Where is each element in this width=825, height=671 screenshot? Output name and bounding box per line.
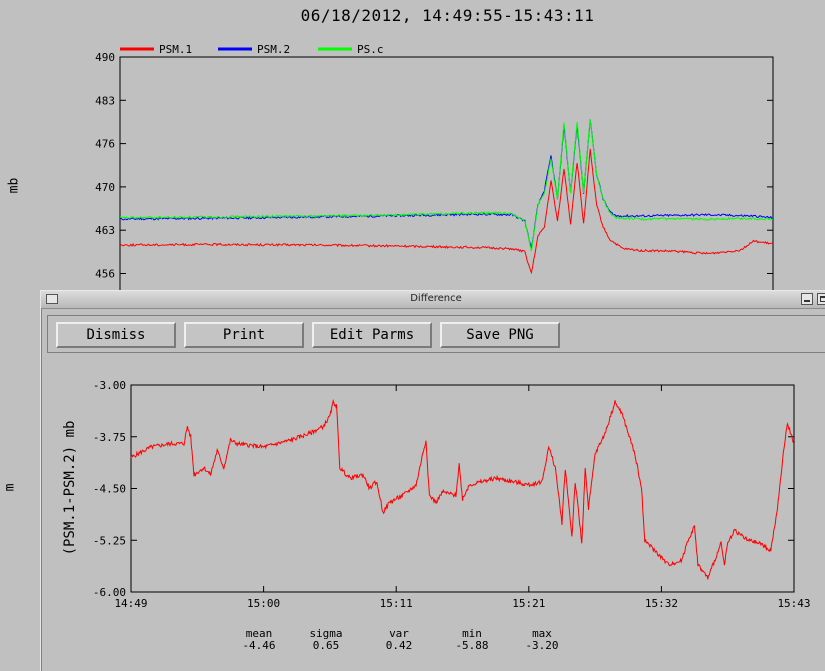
- plot-frame: [119, 56, 774, 298]
- y-tick-label: 463: [95, 224, 115, 237]
- stat-max-label: max: [532, 627, 552, 640]
- stat-sigma-value: 0.65: [312, 639, 340, 652]
- stat-min-label: min: [462, 627, 482, 640]
- y-axis-label: (PSM.1-PSM.2) mb: [62, 421, 78, 556]
- legend-label: PSM.2: [257, 43, 290, 56]
- stat-var: var 0.42: [364, 628, 434, 652]
- button-bar: Dismiss Print Edit Parms Save PNG: [47, 315, 825, 353]
- dismiss-button[interactable]: Dismiss: [56, 322, 176, 348]
- pressure-chart: PSM.1 PSM.2 PS.c 490 483 476 470 463 456: [95, 43, 774, 298]
- stat-sigma: sigma 0.65: [291, 628, 361, 652]
- stat-var-value: 0.42: [385, 639, 413, 652]
- y-tick-label: 476: [95, 138, 115, 151]
- stat-mean: mean -4.46: [224, 628, 294, 652]
- maximize-icon[interactable]: [817, 293, 825, 305]
- y-tick-label: 483: [95, 94, 115, 107]
- x-tick-label: 15:00: [247, 597, 280, 610]
- main-title: 06/18/2012, 14:49:55-15:43:11: [300, 6, 595, 25]
- stat-max: max -3.20: [507, 628, 577, 652]
- stat-min-value: -5.88: [455, 639, 489, 652]
- lower-y-axis-unit: m: [2, 483, 18, 492]
- stat-var-label: var: [389, 627, 409, 640]
- window-menu-icon[interactable]: [46, 294, 58, 304]
- edit-parms-button[interactable]: Edit Parms: [312, 322, 432, 348]
- y-tick-label: 470: [95, 181, 115, 194]
- y-tick-label: -3.00: [93, 379, 126, 392]
- y-tick-label: -6.00: [93, 586, 126, 599]
- series-line-ps-c: [119, 119, 774, 252]
- y-tick-label: 456: [95, 268, 115, 281]
- legend-label: PS.c: [357, 43, 384, 56]
- dialog-title: Difference: [410, 293, 462, 304]
- minimize-icon[interactable]: [801, 293, 813, 305]
- print-button[interactable]: Print: [184, 322, 304, 348]
- x-tick-label: 15:32: [645, 597, 678, 610]
- difference-chart: (PSM.1-PSM.2) mb -3.00 -3.75 -4.50 -5.25 -6.…: [62, 379, 811, 610]
- difference-series-line: [130, 398, 795, 580]
- stat-sigma-label: sigma: [309, 627, 343, 640]
- y-tick-label: -5.25: [93, 534, 126, 547]
- x-tick-label: 15:43: [777, 597, 810, 610]
- y-tick-label: -4.50: [93, 483, 126, 496]
- stat-max-value: -3.20: [525, 639, 559, 652]
- plot-frame: [130, 384, 795, 593]
- save-png-button[interactable]: Save PNG: [440, 322, 560, 348]
- x-tick-label: 15:21: [512, 597, 545, 610]
- legend-label: PSM.1: [159, 43, 192, 56]
- x-tick-label: 15:11: [380, 597, 413, 610]
- stat-mean-value: -4.46: [242, 639, 276, 652]
- y-tick-label: -3.75: [93, 431, 126, 444]
- series-line-psm-1: [119, 148, 774, 275]
- stat-min: min -5.88: [437, 628, 507, 652]
- y-tick-label: 490: [95, 51, 115, 64]
- chart-legend: PSM.1 PSM.2 PS.c: [120, 43, 384, 56]
- difference-dialog: Difference Dismiss Print Edit Parms Save…: [40, 290, 825, 671]
- stat-mean-label: mean: [245, 627, 273, 640]
- dialog-titlebar[interactable]: Difference: [41, 291, 825, 309]
- x-tick-label: 14:49: [114, 597, 147, 610]
